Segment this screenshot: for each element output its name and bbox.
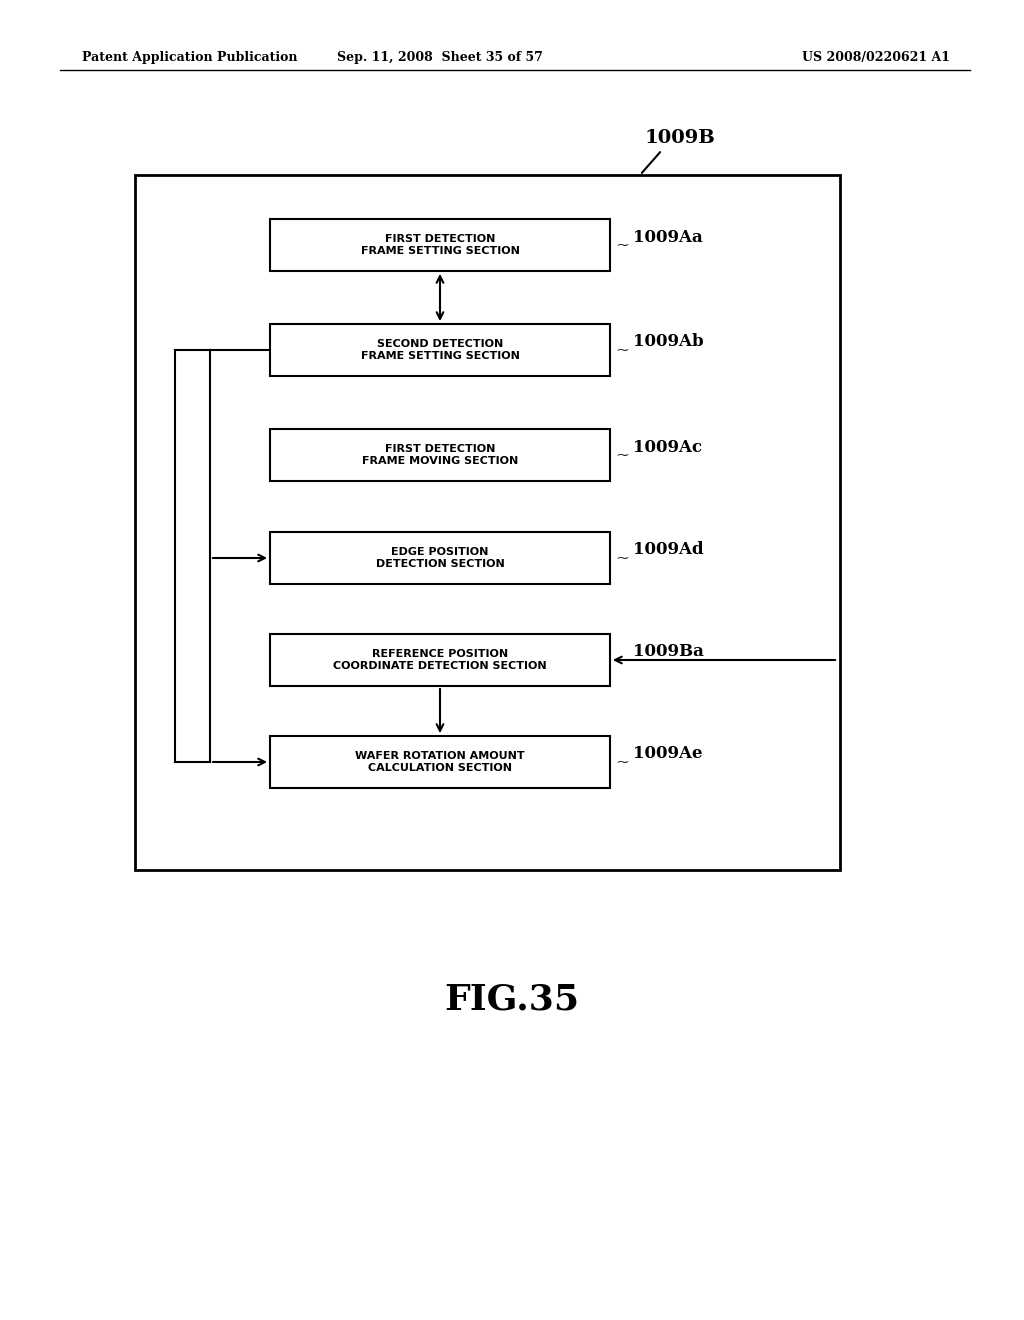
Text: 1009B: 1009B [644, 129, 716, 147]
Text: FIRST DETECTION
FRAME MOVING SECTION: FIRST DETECTION FRAME MOVING SECTION [361, 445, 518, 466]
Text: 1009Ba: 1009Ba [633, 644, 703, 660]
Text: Patent Application Publication: Patent Application Publication [82, 51, 298, 65]
Bar [270, 219, 610, 271]
Text: 1009Aa: 1009Aa [633, 228, 702, 246]
Text: Sep. 11, 2008  Sheet 35 of 57: Sep. 11, 2008 Sheet 35 of 57 [337, 51, 543, 65]
Text: ~: ~ [615, 342, 629, 359]
Bar [270, 532, 610, 583]
Text: ~: ~ [615, 236, 629, 253]
Bar [270, 323, 610, 376]
Bar [270, 737, 610, 788]
Bar [270, 634, 610, 686]
Text: ~: ~ [615, 549, 629, 566]
Text: ~: ~ [615, 446, 629, 463]
Text: 1009Ae: 1009Ae [633, 746, 702, 763]
Text: WAFER ROTATION AMOUNT
CALCULATION SECTION: WAFER ROTATION AMOUNT CALCULATION SECTIO… [355, 751, 525, 772]
Text: SECOND DETECTION
FRAME SETTING SECTION: SECOND DETECTION FRAME SETTING SECTION [360, 339, 519, 360]
Text: ~: ~ [615, 754, 629, 771]
Text: US 2008/0220621 A1: US 2008/0220621 A1 [802, 51, 950, 65]
Text: 1009Ad: 1009Ad [633, 541, 703, 558]
Text: 1009Ab: 1009Ab [633, 334, 703, 351]
Text: REFERENCE POSITION
COORDINATE DETECTION SECTION: REFERENCE POSITION COORDINATE DETECTION … [333, 649, 547, 671]
Text: FIRST DETECTION
FRAME SETTING SECTION: FIRST DETECTION FRAME SETTING SECTION [360, 234, 519, 256]
Bar [135, 176, 840, 870]
Bar [270, 429, 610, 480]
Text: FIG.35: FIG.35 [444, 983, 580, 1016]
Text: ~: ~ [615, 652, 629, 668]
Text: 1009Ac: 1009Ac [633, 438, 702, 455]
Text: EDGE POSITION
DETECTION SECTION: EDGE POSITION DETECTION SECTION [376, 548, 505, 569]
